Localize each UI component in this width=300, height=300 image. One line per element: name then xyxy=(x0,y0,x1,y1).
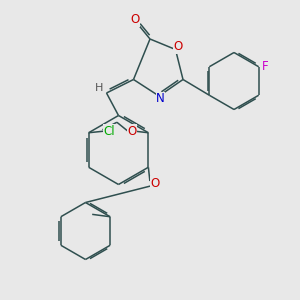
Text: H: H xyxy=(95,82,103,93)
Text: Cl: Cl xyxy=(104,125,116,138)
Text: O: O xyxy=(127,125,136,138)
Text: N: N xyxy=(156,92,165,106)
Text: O: O xyxy=(174,40,183,53)
Text: O: O xyxy=(130,13,140,26)
Text: O: O xyxy=(151,177,160,190)
Text: F: F xyxy=(262,60,268,73)
